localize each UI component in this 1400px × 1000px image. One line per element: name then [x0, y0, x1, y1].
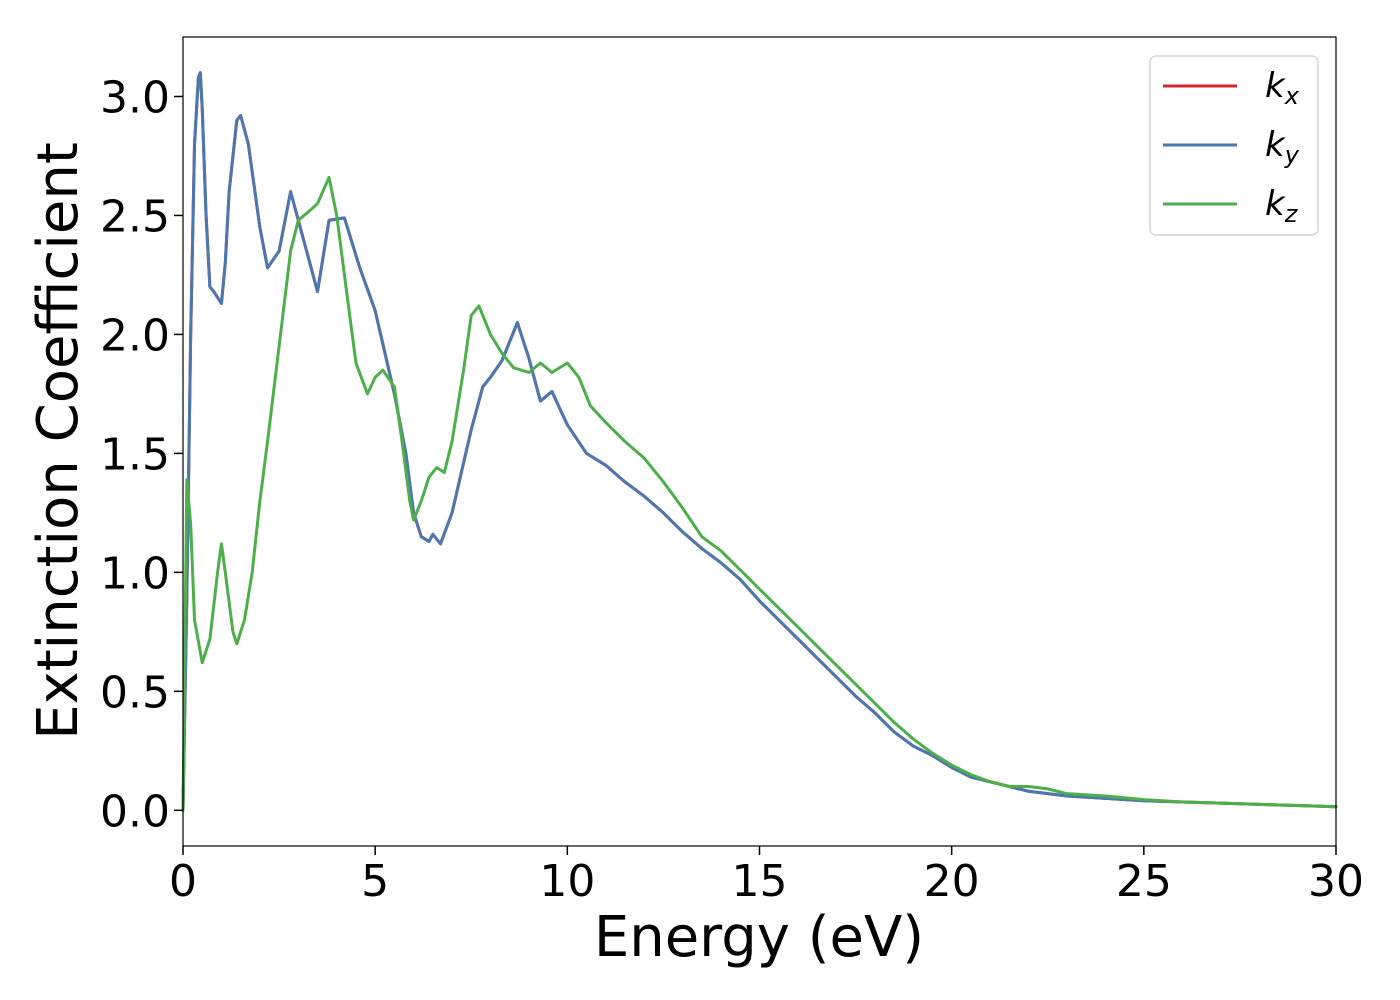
x-tick-label: 0: [169, 856, 197, 907]
x-tick-label: 5: [361, 856, 389, 907]
y-tick-label: 1.0: [100, 548, 170, 599]
y-tick-label: 2.0: [100, 310, 170, 361]
plot-area: [183, 37, 1336, 846]
legend-label-y: ky: [1265, 125, 1300, 169]
legend-label-base: k: [1265, 125, 1286, 165]
x-tick-label: 15: [732, 856, 788, 907]
legend-label-x: kx: [1265, 66, 1300, 110]
series-line-z: [181, 175, 1338, 812]
y-axis-title: Extinction Coefficient: [26, 142, 91, 740]
y-tick-label: 0.0: [100, 786, 170, 837]
y-tick-label: 0.5: [100, 667, 170, 718]
x-tick-label: 10: [539, 856, 595, 907]
y-tick-label: 2.5: [100, 191, 170, 242]
legend-label-subscript: x: [1284, 82, 1300, 110]
x-tick-label: 25: [1116, 856, 1172, 907]
x-tick-label: 30: [1308, 856, 1364, 907]
series-line-y: [181, 71, 1338, 812]
legend-label-subscript: z: [1284, 200, 1299, 228]
y-tick-label: 1.5: [100, 429, 170, 480]
x-axis-ticks: 0 5 10 15 20 25 30: [169, 846, 1364, 907]
y-tick-label: 3.0: [100, 72, 170, 123]
legend-label-z: kz: [1265, 184, 1299, 228]
legend-label-base: k: [1265, 184, 1286, 224]
x-axis-title: Energy (eV): [594, 905, 924, 970]
series-layer: [181, 71, 1338, 812]
legend-label-base: k: [1265, 66, 1286, 106]
legend-label-subscript: y: [1284, 141, 1300, 169]
x-tick-label: 20: [924, 856, 980, 907]
y-axis-ticks: 0.0 0.5 1.0 1.5 2.0 2.5 3.0: [100, 72, 183, 837]
